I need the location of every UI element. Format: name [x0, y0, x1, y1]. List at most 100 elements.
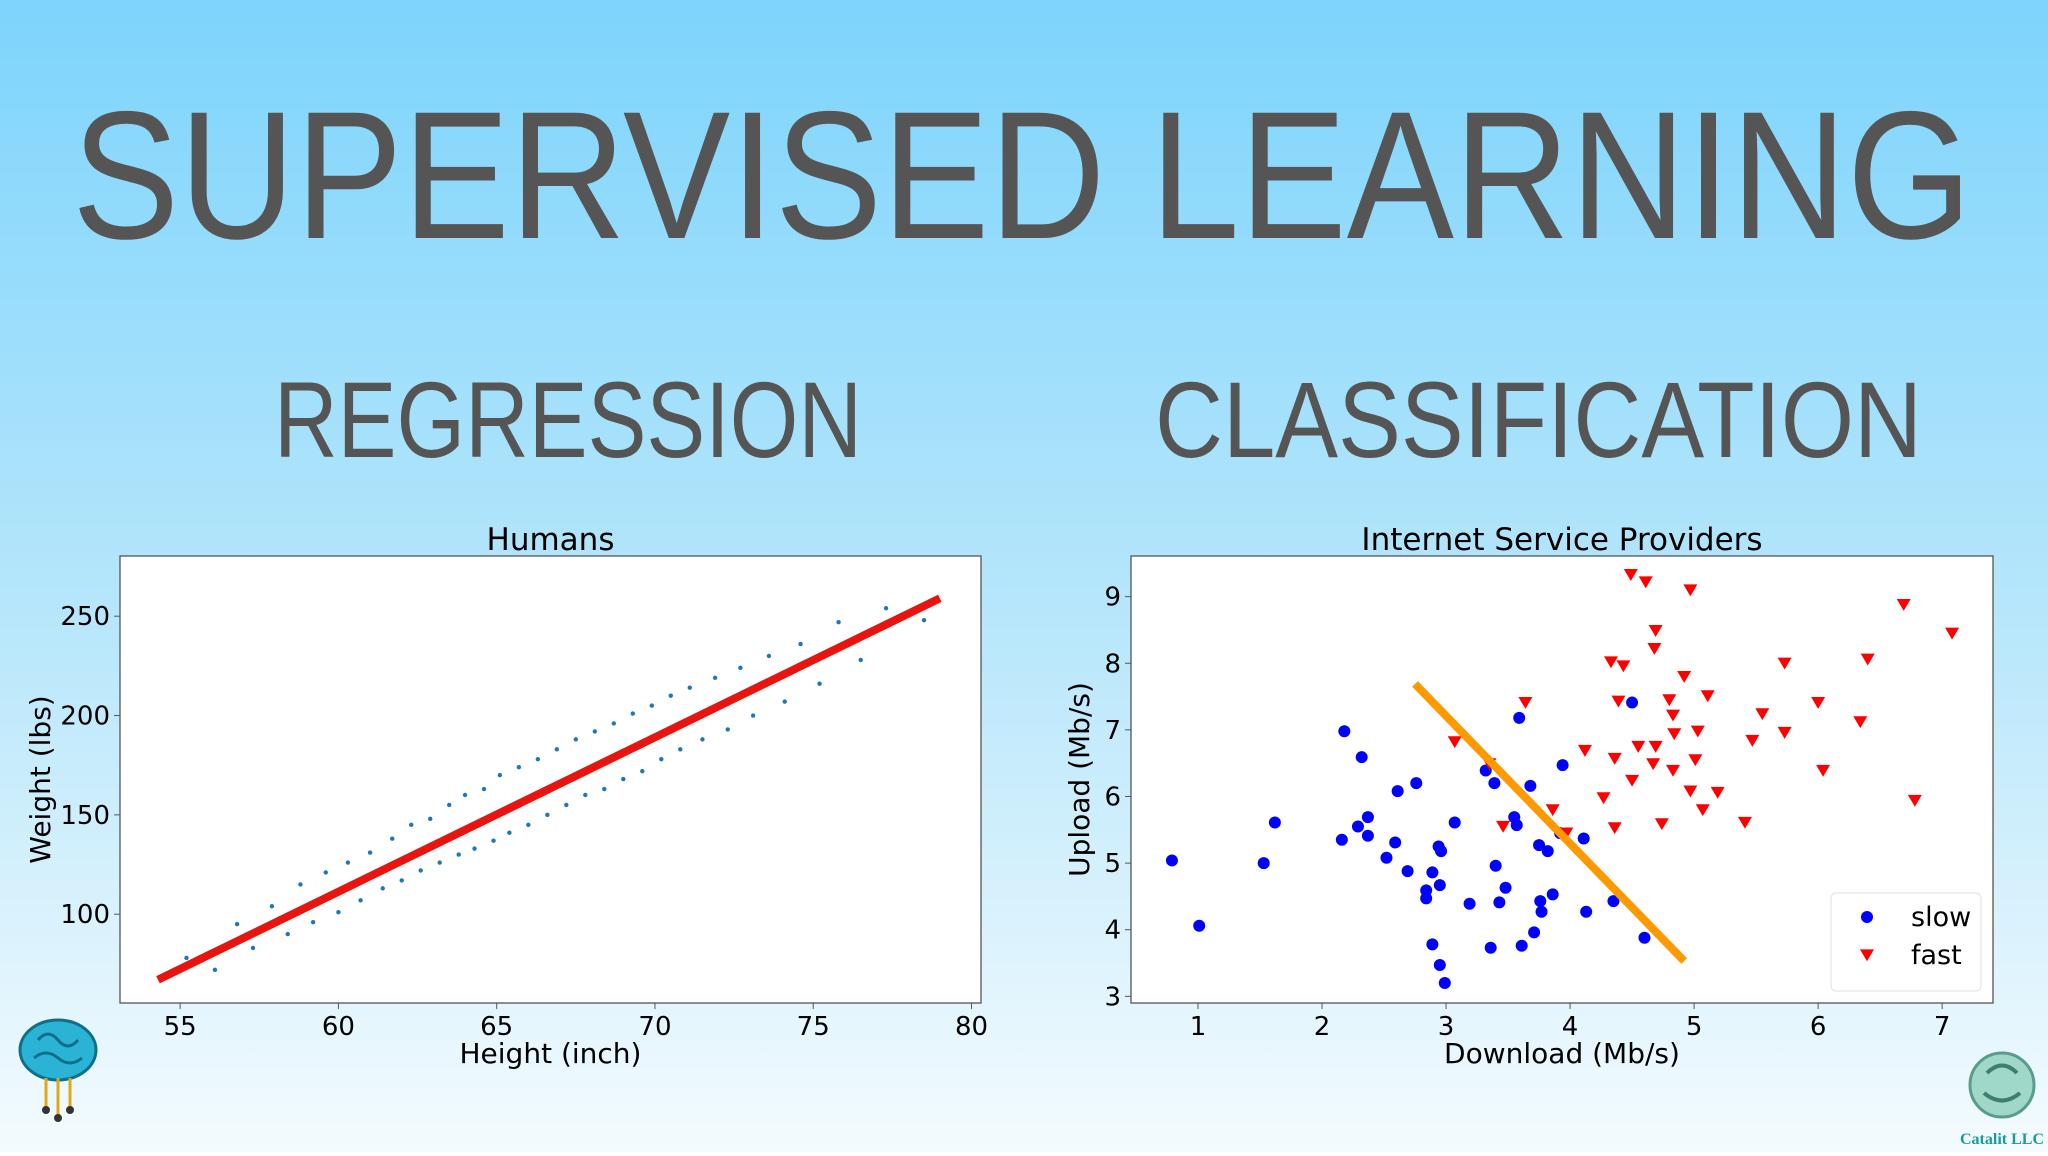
circle-marker	[1577, 832, 1590, 845]
circle-marker	[1351, 820, 1364, 833]
dot-marker	[564, 802, 569, 808]
circle-marker	[1268, 816, 1281, 829]
fit-line	[156, 594, 942, 984]
triangle-marker	[1700, 690, 1715, 703]
triangle-marker	[1648, 740, 1663, 753]
dot-marker	[630, 711, 636, 716]
x-axis-label: Download (Mb/s)	[1444, 1037, 1680, 1070]
dot-marker	[399, 878, 404, 883]
dot-marker	[345, 860, 351, 865]
dot-marker	[798, 641, 803, 647]
dot-marker	[700, 737, 705, 742]
triangle-marker	[1616, 660, 1631, 673]
circle-marker	[1556, 759, 1569, 772]
triangle-marker	[1662, 694, 1677, 707]
y-tick-label: 5	[1104, 849, 1121, 879]
triangle-marker	[1683, 785, 1698, 798]
triangle-marker	[1654, 818, 1669, 831]
dot-marker	[712, 675, 718, 680]
dot-marker	[212, 967, 218, 973]
dot-marker	[526, 822, 531, 827]
triangle-marker	[1777, 726, 1792, 739]
dot-marker	[418, 868, 423, 873]
x-tick-label: 5	[1686, 1012, 1703, 1042]
section-title: REGRESSION	[274, 359, 862, 480]
y-tick-label: 4	[1104, 916, 1121, 946]
circle-marker	[1410, 777, 1423, 790]
circle-marker	[1607, 895, 1620, 908]
dot-marker	[447, 802, 452, 808]
x-tick-label: 4	[1562, 1012, 1579, 1042]
legend-label: fast	[1911, 940, 1962, 971]
circle-marker	[1380, 851, 1393, 864]
triangle-marker	[1646, 758, 1661, 771]
dot-marker	[507, 830, 512, 835]
triangle-marker	[1945, 627, 1960, 640]
dot-marker	[234, 921, 240, 927]
circle-marker	[1420, 892, 1433, 905]
dot-marker	[380, 886, 385, 891]
x-tick-label: 2	[1314, 1012, 1331, 1042]
triangle-marker	[1518, 696, 1533, 709]
dot-marker	[725, 727, 730, 732]
dot-marker	[782, 699, 787, 704]
triangle-marker	[1603, 656, 1618, 669]
dot-marker	[491, 838, 496, 843]
triangle-marker	[1577, 744, 1592, 757]
dot-marker	[409, 822, 414, 827]
x-tick-label: 80	[955, 1012, 988, 1042]
circle-marker	[1438, 977, 1451, 990]
dot-marker	[390, 836, 395, 841]
dot-marker	[323, 870, 328, 875]
triangle-marker	[1631, 740, 1646, 753]
y-tick-label: 6	[1104, 782, 1121, 812]
triangle-marker	[1896, 599, 1911, 611]
dot-marker	[668, 693, 673, 698]
triangle-marker	[1638, 576, 1653, 589]
chart-title: Internet Service Providers	[1361, 522, 1762, 558]
dot-marker	[184, 955, 189, 961]
circle-marker	[1389, 836, 1402, 849]
circle-marker	[1528, 926, 1541, 939]
triangle-marker	[1647, 642, 1662, 655]
y-axis-label: Upload (Mb/s)	[1063, 682, 1096, 877]
y-tick-label: 9	[1104, 583, 1121, 613]
circle-marker	[1533, 839, 1546, 852]
triangle-marker	[1607, 752, 1622, 765]
dot-marker	[921, 617, 927, 623]
slide-title: SUPERVISED LEARNING	[72, 73, 1972, 277]
circle-marker	[1448, 816, 1461, 829]
triangle-marker	[1545, 804, 1560, 817]
triangle-marker	[1688, 754, 1703, 767]
dot-marker	[472, 846, 477, 851]
y-axis-label: Weight (lbs)	[24, 695, 57, 863]
triangle-marker	[1677, 670, 1692, 683]
y-tick-label: 150	[60, 801, 110, 831]
triangle-marker	[1755, 708, 1770, 721]
dot-marker	[554, 747, 560, 752]
triangle-marker	[1710, 786, 1725, 799]
dot-marker	[621, 776, 626, 782]
circle-marker	[1361, 811, 1374, 824]
y-tick-label: 8	[1104, 649, 1121, 679]
dot-marker	[817, 681, 822, 686]
triangle-marker	[1447, 736, 1462, 749]
x-tick-label: 3	[1438, 1012, 1455, 1042]
dot-marker	[750, 713, 756, 718]
company-name: Catalit LLC	[1960, 1131, 2044, 1148]
triangle-marker	[1745, 734, 1760, 747]
x-tick-label: 70	[638, 1012, 671, 1042]
x-tick-label: 75	[797, 1012, 830, 1042]
y-tick-label: 3	[1104, 982, 1121, 1012]
triangle-marker	[1683, 584, 1698, 597]
triangle-marker	[1623, 569, 1638, 581]
dot-marker	[285, 931, 290, 937]
circle-marker	[1546, 888, 1559, 901]
circle-marker	[1355, 751, 1368, 764]
chart-title: Humans	[487, 522, 615, 558]
dot-marker	[858, 657, 863, 663]
dot-marker	[428, 816, 433, 822]
circle-marker	[1433, 959, 1446, 972]
circle-marker	[1401, 865, 1414, 878]
triangle-marker	[1611, 695, 1626, 708]
